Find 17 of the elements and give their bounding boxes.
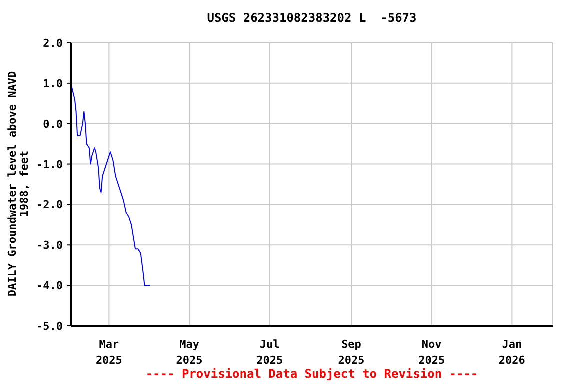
y-tick-label: 1.0 — [43, 77, 63, 90]
x-tick-label: Sep 2025 — [338, 338, 365, 367]
x-tick-label: May 2025 — [176, 338, 203, 367]
chart-title: USGS 262331082383202 L -5673 — [206, 11, 418, 25]
x-tick-label: Nov 2025 — [418, 338, 446, 367]
y-tick-label: -3.0 — [36, 239, 63, 252]
y-tick-label: -5.0 — [36, 320, 63, 333]
text: ---- Provisional Data Subject to Revision ---- — [144, 367, 480, 381]
x-tick-label: Mar 2025 — [96, 338, 122, 367]
y-tick-label: -1.0 — [36, 158, 63, 172]
x-tick-label: Jul 2025 — [256, 338, 284, 367]
y-tick-label: -2.0 — [36, 198, 63, 212]
x-tick-label: Jan 2026 — [498, 338, 526, 367]
y-tick-label: 0.0 — [43, 118, 63, 131]
y-tick-label: -4.0 — [36, 280, 63, 293]
y-tick-label: 2.0 — [43, 37, 63, 50]
y-axis-title: DAILY Groundwater level above NAVD 1988, feet — [6, 71, 31, 297]
